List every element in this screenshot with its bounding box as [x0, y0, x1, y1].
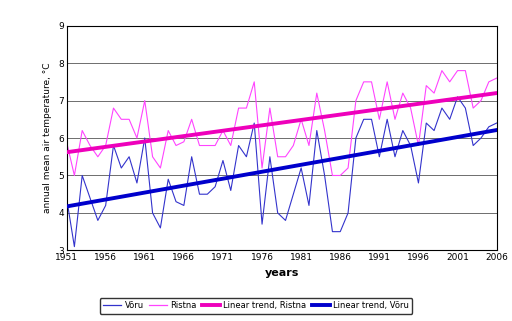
X-axis label: years: years: [264, 268, 299, 278]
Legend: Võru, Ristna, Linear trend, Ristna, Linear trend, Võru: Võru, Ristna, Linear trend, Ristna, Line…: [99, 298, 413, 314]
Y-axis label: annual mean air temperature, °C: annual mean air temperature, °C: [44, 63, 52, 213]
